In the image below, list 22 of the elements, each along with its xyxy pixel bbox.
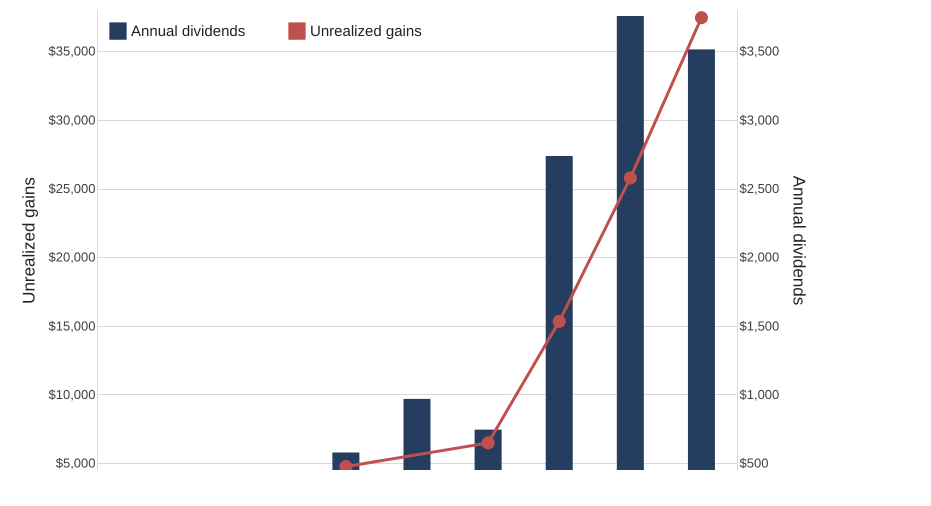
point	[482, 436, 495, 450]
y2-tick-label: $2,000	[740, 250, 780, 265]
y-tick-label: $20,000	[48, 250, 96, 265]
y-tick-label: $10,000	[48, 386, 96, 402]
y2-tick-label: $500	[740, 456, 768, 471]
y2-tick-label: $3,000	[740, 112, 780, 128]
y2-tick-label: $3,500	[740, 44, 780, 59]
point	[694, 11, 708, 24]
y2-tick-label: $1,500	[740, 318, 780, 334]
y-tick-label: $15,000	[48, 318, 96, 334]
point	[624, 171, 637, 184]
y-tick-label: $5,000	[56, 456, 96, 471]
y2-tick-label: $2,500	[740, 181, 780, 196]
y-tick-label: $35,000	[48, 44, 96, 59]
point	[552, 314, 566, 328]
y-axis-title: Unrealized gains	[20, 177, 39, 304]
legend-label: Annual dividends	[131, 23, 246, 40]
y-tick-label: $30,000	[48, 112, 96, 128]
y-tick-label: $25,000	[48, 181, 96, 196]
y2-tick-label: $1,000	[740, 386, 780, 402]
y2-axis-title: Annual dividends	[789, 176, 808, 306]
legend-label: Unrealized gains	[310, 23, 422, 40]
